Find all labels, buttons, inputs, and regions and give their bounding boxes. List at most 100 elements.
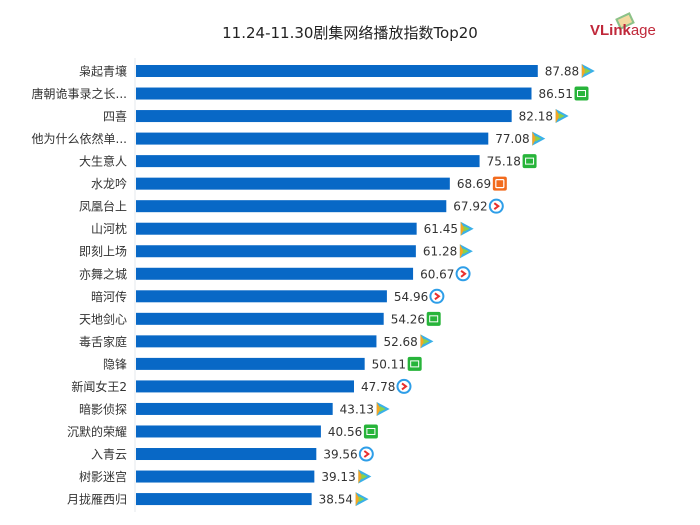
category-label: 天地剑心 bbox=[79, 311, 127, 326]
iqiyi-inner bbox=[577, 90, 587, 98]
category-label: 唐朝诡事录之长... bbox=[32, 86, 127, 101]
play-inner bbox=[535, 135, 542, 142]
youku-arrow bbox=[460, 269, 467, 278]
category-label: 暗影侦探 bbox=[79, 401, 127, 416]
bar bbox=[136, 245, 416, 258]
category-label: 树影迷宫 bbox=[79, 469, 127, 484]
youku-circle bbox=[358, 446, 374, 462]
value-label: 82.18 bbox=[519, 110, 553, 124]
iqiyi-box bbox=[426, 311, 441, 326]
play-inner bbox=[584, 68, 591, 74]
logo-text-a: VLink bbox=[590, 22, 631, 39]
bar bbox=[136, 335, 377, 348]
iqiyi-box bbox=[363, 424, 378, 439]
youku-arrow bbox=[434, 292, 441, 301]
youku-arrow bbox=[363, 450, 370, 458]
category-label: 入青云 bbox=[91, 448, 127, 462]
youku-icon bbox=[358, 446, 374, 462]
youku-arrow bbox=[493, 202, 500, 210]
value-label: 61.45 bbox=[424, 222, 458, 236]
mango-tv-icon bbox=[492, 176, 507, 191]
bar bbox=[136, 267, 414, 280]
tencent-video-icon bbox=[460, 221, 474, 236]
bar bbox=[136, 448, 317, 461]
mango-inner bbox=[495, 179, 505, 189]
play-inner bbox=[423, 338, 430, 345]
bar bbox=[136, 402, 333, 415]
youku-icon bbox=[396, 378, 412, 394]
chart-title: 11.24-11.30剧集网络播放指数Top20 bbox=[222, 24, 478, 42]
value-label: 39.13 bbox=[321, 470, 355, 484]
category-label: 暗河传 bbox=[91, 289, 127, 304]
play-inner bbox=[558, 113, 565, 120]
youku-circle bbox=[455, 266, 471, 282]
play-accent bbox=[581, 64, 586, 78]
value-label: 40.56 bbox=[328, 425, 362, 439]
iqiyi-icon bbox=[426, 311, 441, 326]
play-inner bbox=[463, 225, 470, 232]
bar bbox=[136, 380, 354, 393]
tencent-video-icon bbox=[355, 492, 369, 507]
bar bbox=[136, 155, 480, 168]
category-label: 山河枕 bbox=[91, 221, 127, 236]
value-label: 43.13 bbox=[340, 402, 374, 416]
logo-text-b: age bbox=[630, 22, 656, 39]
iqiyi-icon bbox=[363, 424, 378, 439]
youku-icon bbox=[488, 198, 504, 214]
value-label: 86.51 bbox=[539, 87, 573, 101]
tencent-video-icon bbox=[459, 244, 473, 259]
category-label: 四喜 bbox=[103, 110, 127, 124]
value-label: 52.68 bbox=[383, 335, 417, 349]
category-label: 隐锋 bbox=[103, 357, 127, 371]
bar bbox=[136, 110, 512, 123]
bar bbox=[136, 470, 315, 483]
category-label: 大生意人 bbox=[79, 154, 127, 169]
iqiyi-icon bbox=[522, 154, 537, 169]
bar bbox=[136, 87, 532, 100]
value-label: 67.92 bbox=[453, 200, 487, 214]
play-accent bbox=[358, 469, 363, 484]
mango-box bbox=[492, 176, 507, 191]
iqiyi-icon bbox=[407, 356, 422, 371]
value-label: 50.11 bbox=[372, 357, 406, 371]
play-inner bbox=[462, 248, 469, 255]
value-label: 38.54 bbox=[319, 493, 353, 507]
category-label: 新闻女王2 bbox=[71, 379, 127, 394]
tencent-video-icon bbox=[420, 334, 434, 349]
play-accent bbox=[376, 401, 381, 416]
vlinkage-logo: VLinkage bbox=[590, 22, 656, 39]
category-label: 亦舞之城 bbox=[79, 266, 127, 281]
play-accent bbox=[555, 109, 560, 124]
value-label: 61.28 bbox=[423, 245, 457, 259]
play-accent bbox=[459, 244, 464, 259]
value-label: 47.78 bbox=[361, 380, 395, 394]
value-label: 39.56 bbox=[323, 448, 357, 462]
category-label: 他为什么依然单... bbox=[32, 131, 127, 146]
category-label: 水龙吟 bbox=[91, 176, 127, 191]
iqiyi-inner bbox=[366, 427, 376, 435]
play-inner bbox=[361, 473, 368, 480]
category-label: 枭起青壤 bbox=[79, 64, 127, 79]
iqiyi-box bbox=[522, 154, 537, 169]
value-label: 87.88 bbox=[545, 65, 579, 79]
value-label: 54.26 bbox=[391, 312, 425, 326]
youku-arrow bbox=[401, 382, 408, 391]
bar bbox=[136, 312, 384, 325]
youku-circle bbox=[429, 288, 445, 304]
tencent-video-icon bbox=[532, 131, 546, 146]
iqiyi-box bbox=[574, 86, 589, 101]
bar bbox=[136, 222, 417, 235]
iqiyi-box bbox=[407, 356, 422, 371]
play-accent bbox=[420, 334, 425, 349]
category-label: 凤凰台上 bbox=[79, 199, 127, 214]
tencent-video-icon bbox=[581, 64, 595, 78]
youku-icon bbox=[455, 266, 471, 282]
bar bbox=[136, 290, 387, 303]
play-accent bbox=[460, 221, 465, 236]
play-accent bbox=[355, 492, 360, 507]
bar bbox=[136, 132, 489, 145]
category-label: 即刻上场 bbox=[79, 245, 127, 259]
value-label: 68.69 bbox=[457, 177, 491, 191]
value-label: 60.67 bbox=[420, 267, 454, 281]
